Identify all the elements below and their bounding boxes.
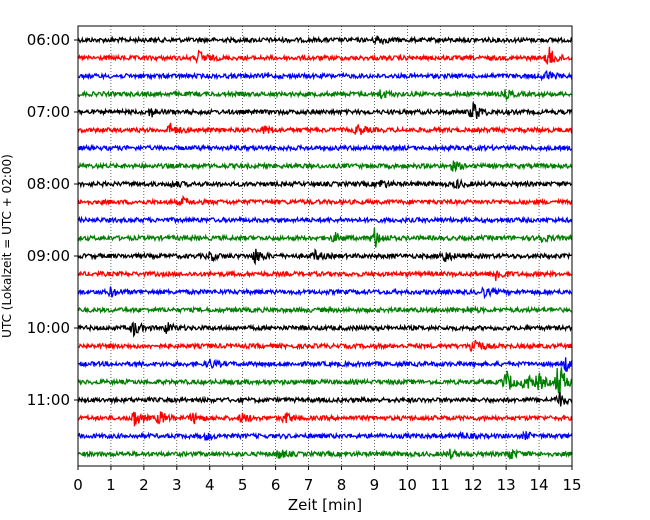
trace-line bbox=[77, 367, 573, 395]
trace-line bbox=[77, 122, 573, 136]
trace-line bbox=[77, 160, 573, 173]
x-tick-label: 4 bbox=[205, 476, 215, 494]
y-tick-label: 11:00 bbox=[27, 391, 70, 409]
trace-line bbox=[77, 448, 573, 460]
x-tick-label: 2 bbox=[139, 476, 149, 494]
x-tick-label: 3 bbox=[172, 476, 182, 494]
trace-line bbox=[77, 215, 573, 225]
x-tick-label: 10 bbox=[398, 476, 417, 494]
trace-line bbox=[77, 305, 573, 315]
trace-line bbox=[77, 339, 573, 353]
trace-line bbox=[77, 89, 573, 102]
trace-line bbox=[77, 430, 573, 442]
y-axis: 06:00 07:00 08:00 09:00 10:00 11:00 bbox=[27, 31, 78, 409]
x-tick-label: 5 bbox=[238, 476, 248, 494]
trace-line bbox=[77, 392, 573, 407]
y-tick-label: 07:00 bbox=[27, 103, 70, 121]
trace-line bbox=[77, 143, 573, 153]
x-tick-label: 6 bbox=[271, 476, 281, 494]
x-tick-label: 9 bbox=[370, 476, 380, 494]
y-tick-label: 10:00 bbox=[27, 319, 70, 337]
trace-line bbox=[77, 227, 573, 248]
grid-lines bbox=[110, 26, 540, 466]
trace-line bbox=[77, 46, 573, 65]
y-tick-label: 08:00 bbox=[27, 175, 70, 193]
trace-line bbox=[77, 35, 573, 46]
trace-line bbox=[77, 248, 573, 266]
x-tick-label: 13 bbox=[497, 476, 516, 494]
x-tick-label: 1 bbox=[106, 476, 116, 494]
seismogram-traces bbox=[77, 35, 573, 460]
x-tick-label: 7 bbox=[304, 476, 314, 494]
x-tick-label: 14 bbox=[530, 476, 549, 494]
x-tick-label: 15 bbox=[562, 476, 581, 494]
trace-line bbox=[77, 411, 573, 427]
trace-line bbox=[77, 194, 573, 207]
trace-line bbox=[77, 178, 573, 190]
x-axis-label: Zeit [min] bbox=[288, 496, 362, 514]
y-axis-label: UTC (Lokalzeit = UTC + 02:00) bbox=[0, 154, 14, 338]
plot-frame bbox=[77, 25, 573, 467]
trace-line bbox=[77, 70, 573, 82]
x-tick-label: 11 bbox=[431, 476, 450, 494]
trace-line bbox=[77, 321, 573, 338]
trace-line bbox=[77, 269, 573, 282]
x-tick-label: 12 bbox=[464, 476, 483, 494]
trace-line bbox=[77, 286, 573, 300]
x-tick-label: 0 bbox=[73, 476, 83, 494]
y-tick-label: 06:00 bbox=[27, 31, 70, 49]
x-axis: 0 1 2 3 4 5 6 7 8 9 10 11 12 13 14 15 bbox=[73, 466, 582, 494]
trace-line bbox=[77, 357, 573, 372]
y-tick-label: 09:00 bbox=[27, 247, 70, 265]
x-tick-label: 8 bbox=[337, 476, 347, 494]
trace-line bbox=[77, 102, 573, 120]
